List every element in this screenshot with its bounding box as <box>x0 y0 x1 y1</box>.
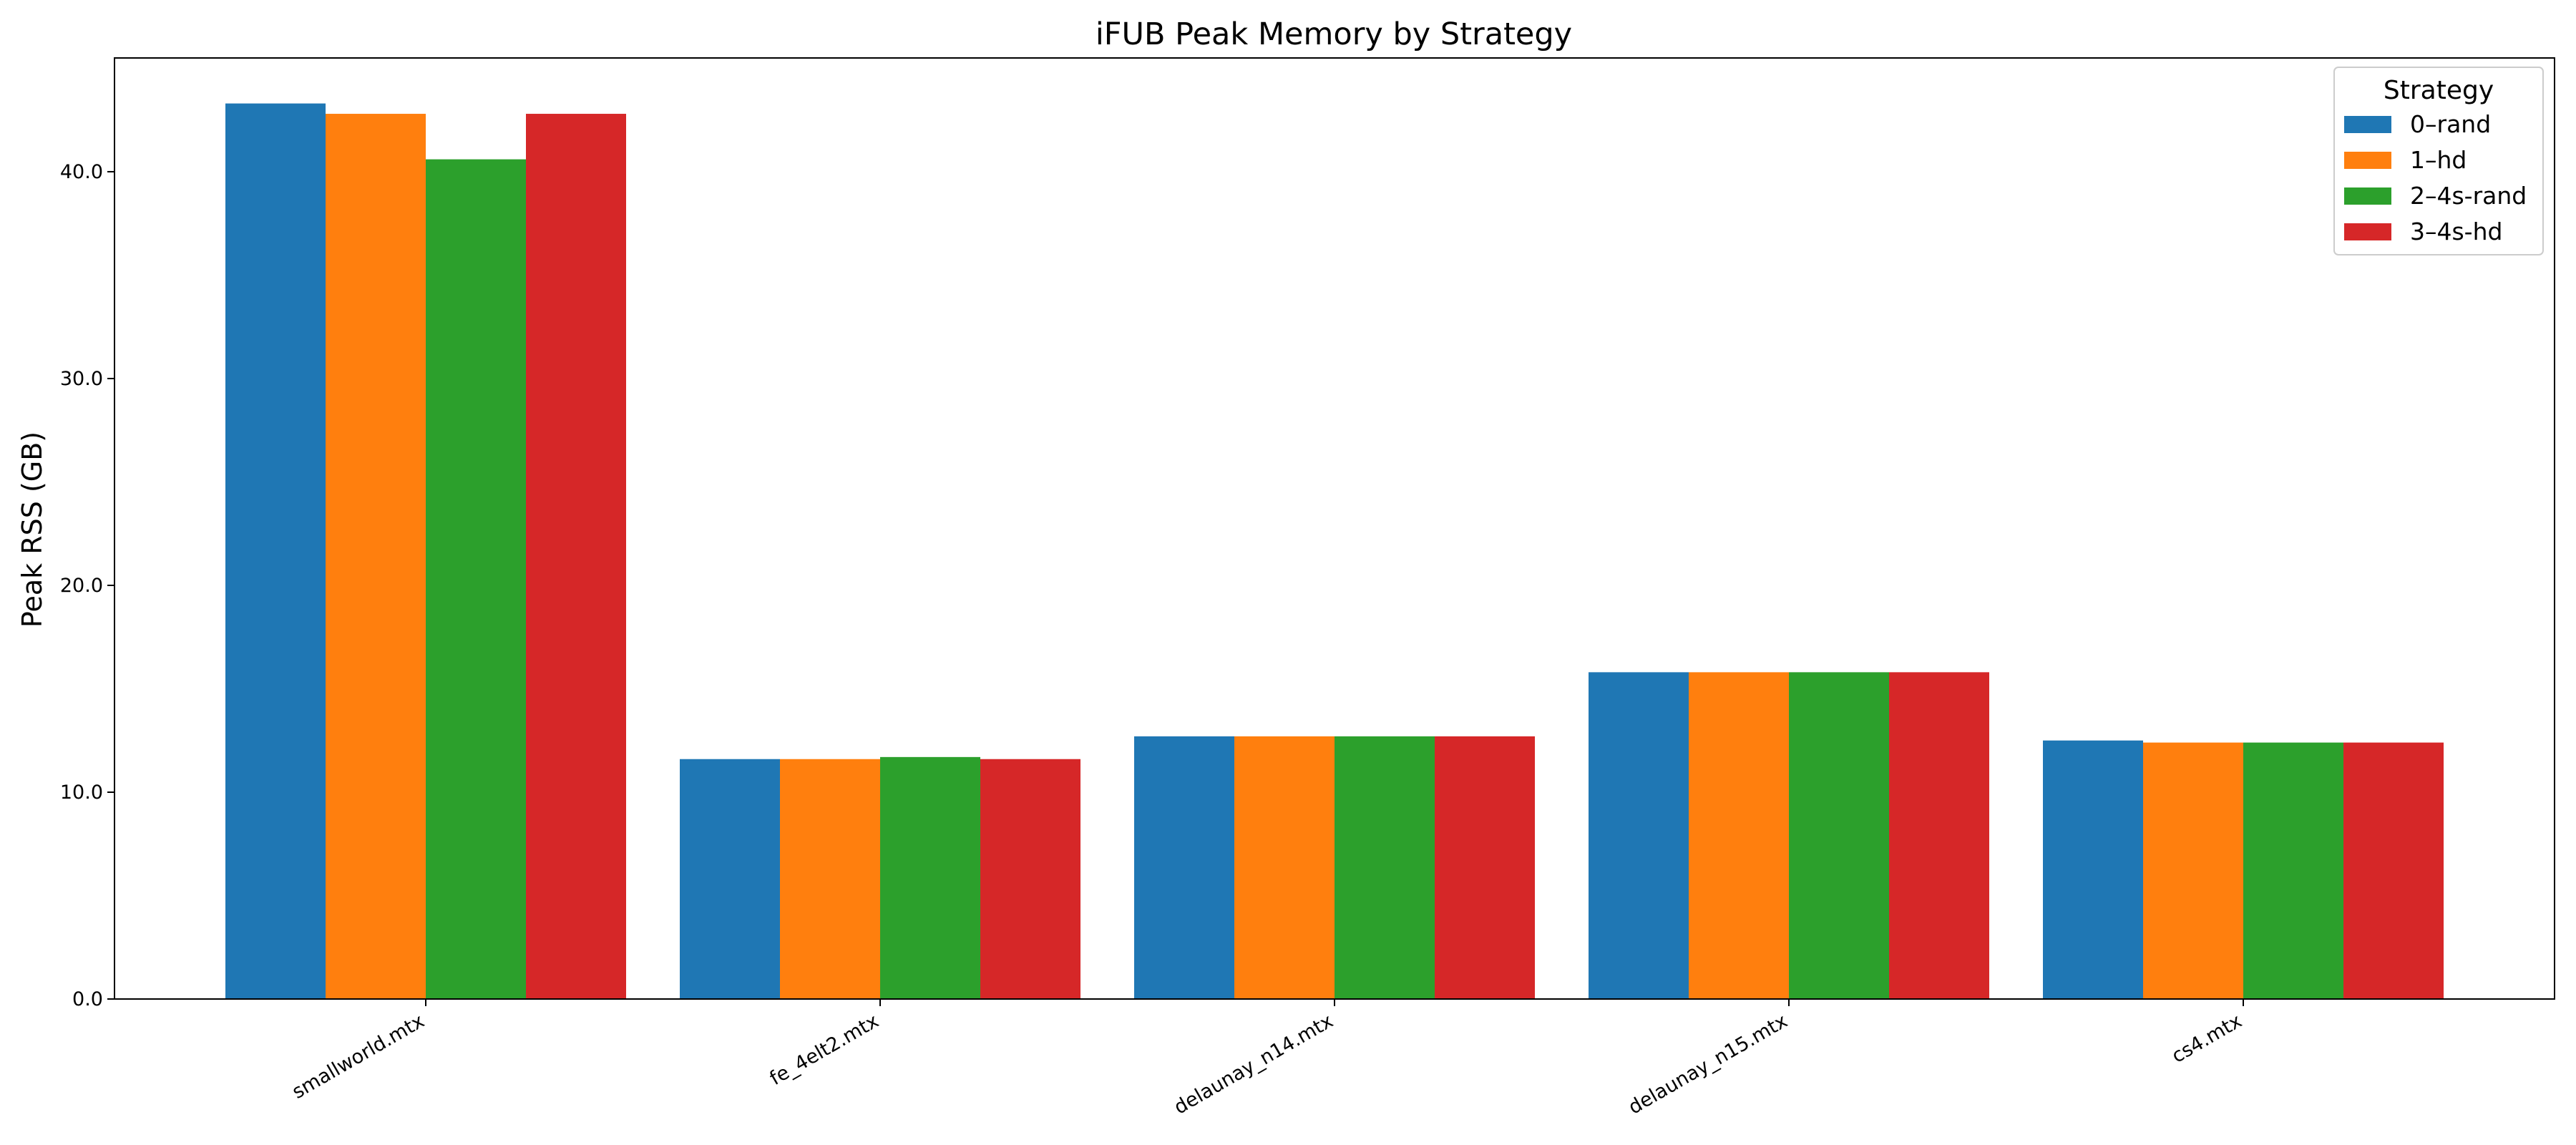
bar-4-0 <box>2043 740 2143 999</box>
x-tick-label: delaunay_n14.mtx <box>1171 1010 1337 1119</box>
legend-label: 3–4s-hd <box>2410 218 2502 245</box>
bar-4-2 <box>2243 742 2343 999</box>
legend-swatch <box>2344 116 2391 133</box>
bar-1-2 <box>880 756 980 999</box>
x-axis: smallworld.mtx fe_4elt2.mtx delaunay_n14.m… <box>288 999 2246 1119</box>
bar-3-1 <box>1689 672 1789 999</box>
bar-3-3 <box>1889 672 1989 999</box>
x-tick-label: smallworld.mtx <box>288 1010 428 1103</box>
y-axis-label: Peak RSS (GB) <box>16 432 48 628</box>
bar-1-3 <box>980 759 1080 999</box>
bar-1-0 <box>680 759 780 999</box>
chart-title: iFUB Peak Memory by Strategy <box>1096 16 1572 52</box>
bar-0-3 <box>526 114 626 1000</box>
y-axis: 0.0 10.0 20.0 30.0 40.0 <box>60 161 114 1010</box>
bars-group <box>225 103 2444 1000</box>
bar-2-2 <box>1335 736 1435 999</box>
bar-4-1 <box>2143 742 2243 999</box>
legend-swatch <box>2344 187 2391 205</box>
x-tick-label: cs4.mtx <box>2168 1010 2246 1068</box>
legend-swatch <box>2344 152 2391 169</box>
bar-2-1 <box>1234 736 1335 999</box>
y-tick-label: 20.0 <box>60 575 103 597</box>
bar-3-0 <box>1589 672 1689 999</box>
legend: Strategy 0–rand 1–hd 2–4s-rand 3–4s-hd <box>2333 67 2544 255</box>
bar-0-0 <box>225 103 326 1000</box>
legend-swatch <box>2344 223 2391 240</box>
y-tick-label: 40.0 <box>60 161 103 183</box>
legend-label: 1–hd <box>2410 146 2467 174</box>
bar-4-3 <box>2343 742 2444 999</box>
y-tick-label: 0.0 <box>72 988 103 1010</box>
bar-3-2 <box>1789 672 1889 999</box>
bar-1-1 <box>780 759 880 999</box>
bar-0-1 <box>326 114 426 1000</box>
y-tick-label: 10.0 <box>60 781 103 804</box>
x-tick-label: delaunay_n15.mtx <box>1625 1010 1792 1119</box>
legend-title: Strategy <box>2384 76 2494 105</box>
bar-0-2 <box>426 159 526 1000</box>
legend-label: 2–4s-rand <box>2410 182 2527 210</box>
y-tick-label: 30.0 <box>60 368 103 390</box>
x-tick-label: fe_4elt2.mtx <box>766 1010 883 1090</box>
bar-2-0 <box>1134 736 1234 999</box>
legend-label: 0–rand <box>2410 110 2491 138</box>
legend-box <box>2333 67 2544 255</box>
bar-2-3 <box>1435 736 1535 999</box>
